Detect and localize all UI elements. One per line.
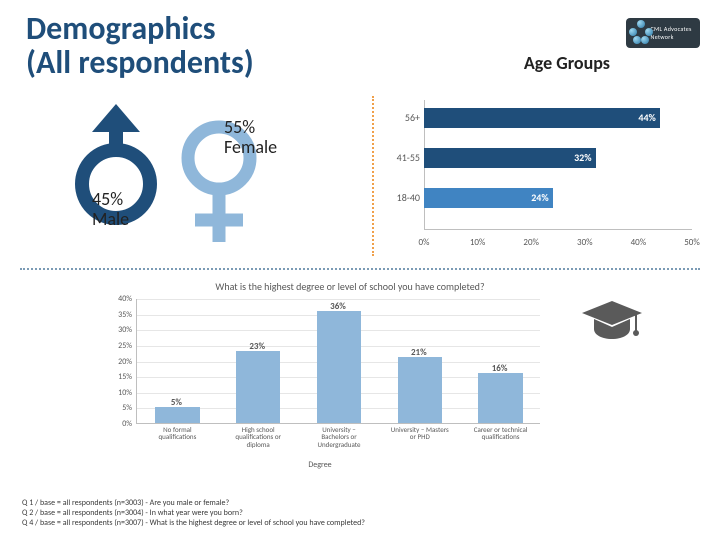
age-groups-title: Age Groups (524, 52, 610, 74)
male-word: Male (92, 210, 129, 230)
edu-y-tick: 20% (100, 357, 132, 367)
edu-y-tick: 5% (100, 403, 132, 413)
edu-x-axis-label: Degree (100, 460, 540, 470)
graduation-cap-icon (580, 299, 644, 347)
female-pct: 55% (224, 118, 277, 138)
edu-bar-value: 23% (249, 341, 265, 352)
age-bar-value: 32% (574, 151, 591, 164)
age-x-tick: 30% (577, 237, 593, 248)
male-label: 45% Male (92, 190, 129, 230)
footer-notes: Q 1 / base = all respondents (n=3003) - … (22, 498, 365, 528)
footer-line-1: Q 1 / base = all respondents (n=3003) - … (22, 498, 365, 508)
edu-y-tick: 35% (100, 310, 132, 320)
education-chart-title: What is the highest degree or level of s… (160, 280, 540, 293)
edu-bar (236, 351, 280, 423)
edu-category-label: Career or technicalqualifications (460, 423, 541, 441)
edu-bar-value: 5% (171, 397, 182, 408)
edu-bar-value: 36% (330, 301, 346, 312)
vertical-divider (372, 96, 374, 256)
edu-category-label: No formalqualifications (137, 423, 218, 441)
edu-bar (317, 311, 361, 424)
edu-bar-value: 16% (492, 363, 508, 374)
edu-plot-area: No formalqualificationsHigh schoolqualif… (136, 299, 540, 424)
edu-y-tick: 25% (100, 341, 132, 351)
footer-line-3: Q 4 / base = all respondents (n=3007) - … (22, 518, 365, 528)
age-x-tick: 10% (470, 237, 486, 248)
age-category-label: 18-40 (382, 191, 420, 204)
education-chart: No formalqualificationsHigh schoolqualif… (100, 295, 540, 470)
edu-y-tick: 0% (100, 419, 132, 429)
logo-text: CML Advocates Network (651, 25, 700, 41)
horizontal-divider (20, 268, 700, 270)
age-x-tick: 50% (684, 237, 700, 248)
age-bar: 44% (424, 108, 660, 128)
title-line-2: (All respondents) (26, 46, 254, 80)
age-x-tick: 40% (631, 237, 647, 248)
footer-line-2: Q 2 / base = all respondents (n=3004) - … (22, 508, 365, 518)
age-category-label: 41-55 (382, 151, 420, 164)
male-pct: 45% (92, 190, 129, 210)
age-bar-value: 44% (638, 111, 655, 124)
edu-y-tick: 15% (100, 372, 132, 382)
age-groups-chart: 56+44%41-5532%18-4024%0%10%20%30%40%50% (382, 100, 692, 250)
edu-y-tick: 10% (100, 388, 132, 398)
edu-category-label: University – Mastersor PHD (379, 423, 460, 441)
age-x-tick: 0% (419, 237, 430, 248)
age-bar: 24% (424, 188, 553, 208)
org-logo: CML Advocates Network (626, 18, 700, 48)
edu-bar (398, 357, 442, 423)
edu-bar (155, 407, 199, 423)
age-x-axis (424, 229, 692, 230)
title-line-1: Demographics (26, 12, 254, 46)
edu-bar-value: 21% (411, 347, 427, 358)
age-bar: 32% (424, 148, 596, 168)
edu-y-tick: 30% (100, 325, 132, 335)
logo-icon (629, 20, 649, 46)
edu-category-label: University –Bachelors orUndergraduate (299, 423, 380, 448)
age-bar-value: 24% (531, 191, 548, 204)
age-x-tick: 20% (523, 237, 539, 248)
edu-y-tick: 40% (100, 294, 132, 304)
edu-bar (478, 373, 522, 423)
edu-category-label: High schoolqualifications ordiploma (218, 423, 299, 448)
female-word: Female (224, 138, 277, 158)
slide-title: Demographics (All respondents) (26, 12, 254, 79)
age-category-label: 56+ (382, 111, 420, 124)
female-label: 55% Female (224, 118, 277, 158)
